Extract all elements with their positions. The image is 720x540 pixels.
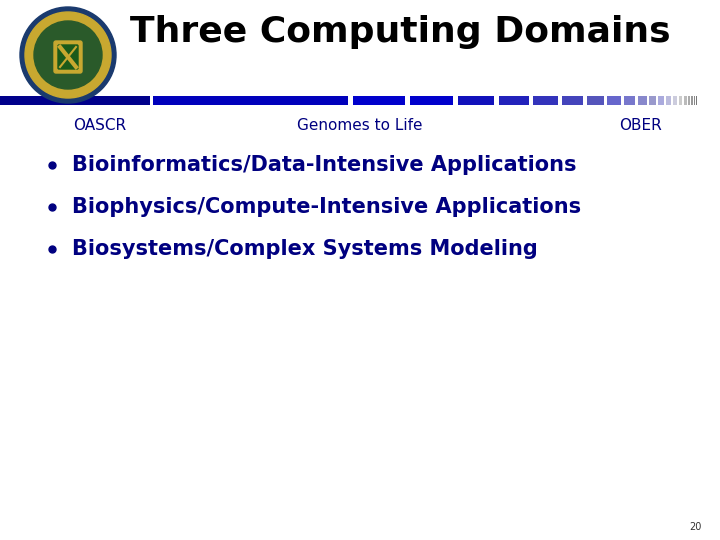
Bar bbox=[499, 96, 529, 105]
Bar bbox=[690, 96, 691, 105]
Bar bbox=[405, 96, 410, 105]
Bar bbox=[458, 96, 494, 105]
Bar bbox=[533, 96, 558, 105]
Bar bbox=[621, 96, 624, 105]
Bar bbox=[695, 96, 696, 105]
Bar bbox=[529, 96, 533, 105]
FancyBboxPatch shape bbox=[54, 41, 82, 73]
Text: OASCR: OASCR bbox=[73, 118, 127, 133]
Bar bbox=[666, 96, 671, 105]
Bar bbox=[353, 96, 405, 105]
Bar bbox=[558, 96, 562, 105]
Text: Biophysics/Compute-Intensive Applications: Biophysics/Compute-Intensive Application… bbox=[72, 197, 581, 217]
Bar bbox=[153, 96, 348, 105]
Text: Biosystems/Complex Systems Modeling: Biosystems/Complex Systems Modeling bbox=[72, 239, 538, 259]
Bar bbox=[624, 96, 635, 105]
Bar bbox=[607, 96, 621, 105]
Bar bbox=[671, 96, 673, 105]
Text: Genomes to Life: Genomes to Life bbox=[297, 118, 423, 133]
Bar bbox=[587, 96, 604, 105]
FancyBboxPatch shape bbox=[58, 45, 78, 69]
Bar bbox=[638, 96, 647, 105]
Circle shape bbox=[25, 12, 111, 98]
Bar bbox=[453, 96, 458, 105]
Bar bbox=[677, 96, 679, 105]
Bar bbox=[348, 96, 353, 105]
Bar bbox=[664, 96, 666, 105]
Bar bbox=[635, 96, 638, 105]
Bar bbox=[693, 96, 694, 105]
Bar bbox=[696, 96, 697, 105]
Bar bbox=[679, 96, 682, 105]
Bar bbox=[673, 96, 677, 105]
Bar bbox=[562, 96, 583, 105]
Bar bbox=[647, 96, 649, 105]
Text: Bioinformatics/Data-Intensive Applications: Bioinformatics/Data-Intensive Applicatio… bbox=[72, 155, 577, 175]
Bar bbox=[682, 96, 684, 105]
Bar bbox=[688, 96, 690, 105]
Bar bbox=[604, 96, 607, 105]
Bar bbox=[694, 96, 695, 105]
Circle shape bbox=[20, 7, 116, 103]
Text: Three Computing Domains: Three Computing Domains bbox=[130, 15, 670, 49]
Bar bbox=[649, 96, 656, 105]
Bar bbox=[691, 96, 693, 105]
Bar bbox=[687, 96, 688, 105]
Bar bbox=[658, 96, 664, 105]
Circle shape bbox=[34, 21, 102, 89]
Text: 20: 20 bbox=[690, 522, 702, 532]
Bar bbox=[583, 96, 587, 105]
Bar bbox=[150, 96, 153, 105]
Bar bbox=[656, 96, 658, 105]
Bar bbox=[0, 96, 150, 105]
Bar bbox=[494, 96, 499, 105]
Bar bbox=[410, 96, 453, 105]
Bar bbox=[684, 96, 687, 105]
Text: OBER: OBER bbox=[618, 118, 662, 133]
